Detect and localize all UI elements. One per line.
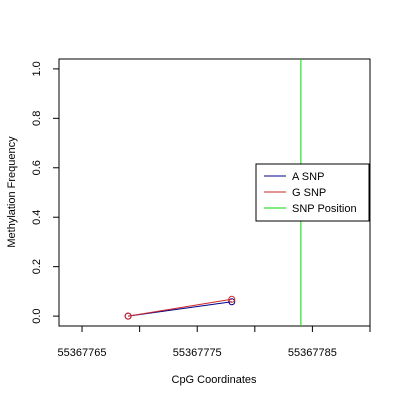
legend: A SNP G SNP SNP Position [255,163,370,222]
legend-label-snp-position: SNP Position [292,203,357,215]
y-tick-label: 0.0 [31,308,43,323]
g-snp-point [228,295,236,303]
y-tick-label: 1.0 [31,61,43,76]
y-tick-label: 0.6 [31,160,43,175]
x-tick-label: 55367785 [288,347,337,359]
y-tick-label: 0.8 [31,111,43,126]
y-axis-title: Methylation Frequency [6,136,18,248]
y-tick-label: 0.4 [31,210,43,225]
x-axis: 55367765 55367775 55367785 [58,326,371,359]
y-tick-label: 0.2 [31,259,43,274]
legend-label-g-snp: G SNP [292,187,326,199]
plot-area-frame [58,58,371,327]
legend-label-a-snp: A SNP [292,171,324,183]
g-snp-point [124,312,132,320]
a-snp-point [228,298,236,306]
g-snp-line [128,298,232,317]
x-tick-label: 55367775 [173,347,222,359]
series-layer [124,295,236,320]
x-tick-label: 55367765 [58,347,107,359]
x-axis-title: CpG Coordinates [172,374,257,386]
y-axis: 0.0 0.2 0.4 0.6 0.8 1.0 [31,61,59,324]
